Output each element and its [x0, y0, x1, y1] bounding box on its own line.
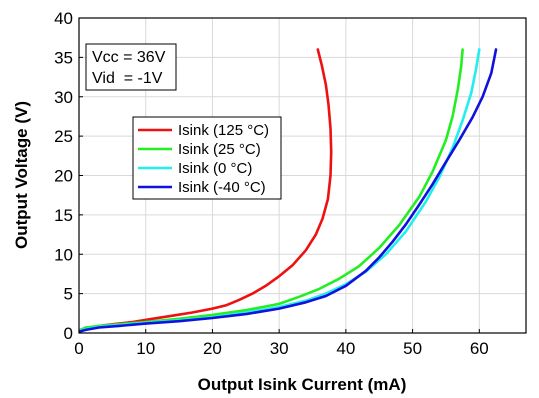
x-tick-label: 40 [336, 339, 355, 358]
y-tick-label: 25 [54, 127, 73, 146]
legend-label-1: Isink (25 °C) [178, 141, 261, 158]
tick-labels: 0 10 20 30 40 50 60 0 5 10 15 20 25 30 35 40 [54, 9, 489, 358]
y-tick-label: 5 [64, 285, 73, 304]
y-tick-label: 10 [54, 245, 73, 264]
series-line-0 [79, 48, 333, 332]
x-tick-label: 50 [403, 339, 422, 358]
x-tick-label: 0 [74, 339, 83, 358]
legend-label-2: Isink (0 °C) [178, 160, 252, 177]
y-tick-label: 35 [54, 48, 73, 67]
y-tick-label: 20 [54, 167, 73, 186]
y-tick-label: 40 [54, 9, 73, 28]
condition-annotation: Vcc = 36V Vid = -1V [85, 43, 177, 91]
y-tick-label: 30 [54, 88, 73, 107]
series-layer [79, 48, 498, 333]
y-axis-title: Output Voltage (V) [12, 101, 31, 249]
annotation-line-2: Vid = -1V [92, 70, 163, 87]
annotation-box [85, 43, 177, 91]
x-tick-label: 30 [270, 339, 289, 358]
annotation-line-1: Vcc = 36V [92, 49, 166, 66]
y-tick-label: 15 [54, 206, 73, 225]
x-axis-title: Output Isink Current (mA) [198, 375, 407, 394]
series-line-3 [79, 48, 498, 333]
legend-label-3: Isink (-40 °C) [178, 179, 266, 196]
x-tick-label: 10 [136, 339, 155, 358]
x-tick-label: 60 [470, 339, 489, 358]
y-tick-label: 0 [64, 324, 73, 343]
legend-label-0: Isink (125 °C) [178, 122, 269, 139]
x-tick-label: 20 [203, 339, 222, 358]
legend: Isink (125 °C) Isink (25 °C) Isink (0 °C) I… [132, 116, 282, 200]
